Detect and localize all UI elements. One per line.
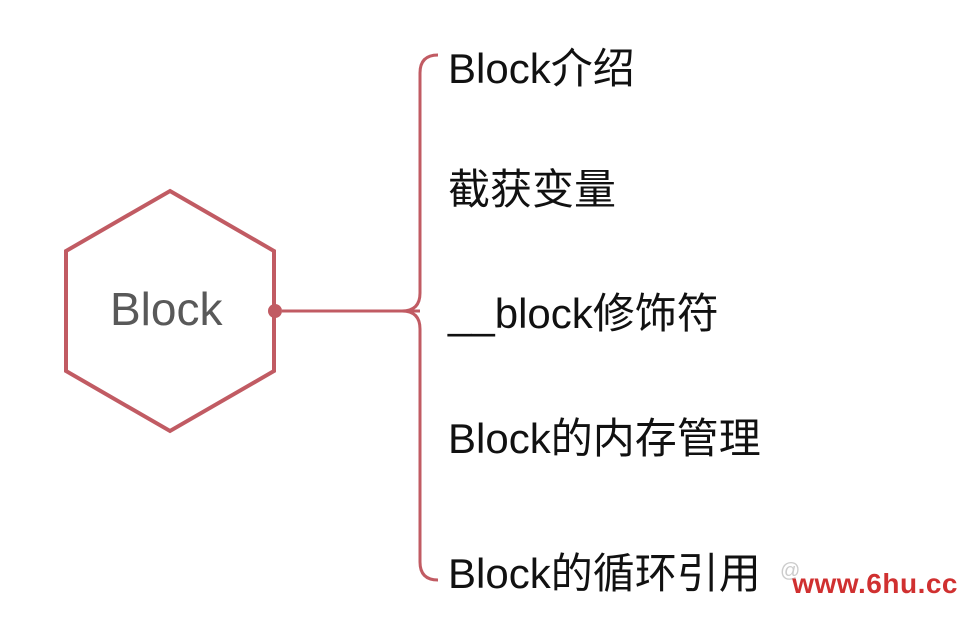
branch-item-3: Block的内存管理: [448, 405, 761, 466]
branch-item-2: __block修饰符: [448, 280, 719, 341]
branch-item-0: Block介绍: [448, 35, 635, 96]
diagram-container: Block Block介绍 截获变量 __block修饰符 Block的内存管理…: [0, 0, 976, 622]
branch-item-1: 截获变量: [448, 156, 616, 217]
bracket-connector: [0, 0, 500, 622]
branch-item-4: Block的循环引用: [448, 540, 761, 601]
watermark-text: www.6hu.cc: [792, 568, 958, 600]
